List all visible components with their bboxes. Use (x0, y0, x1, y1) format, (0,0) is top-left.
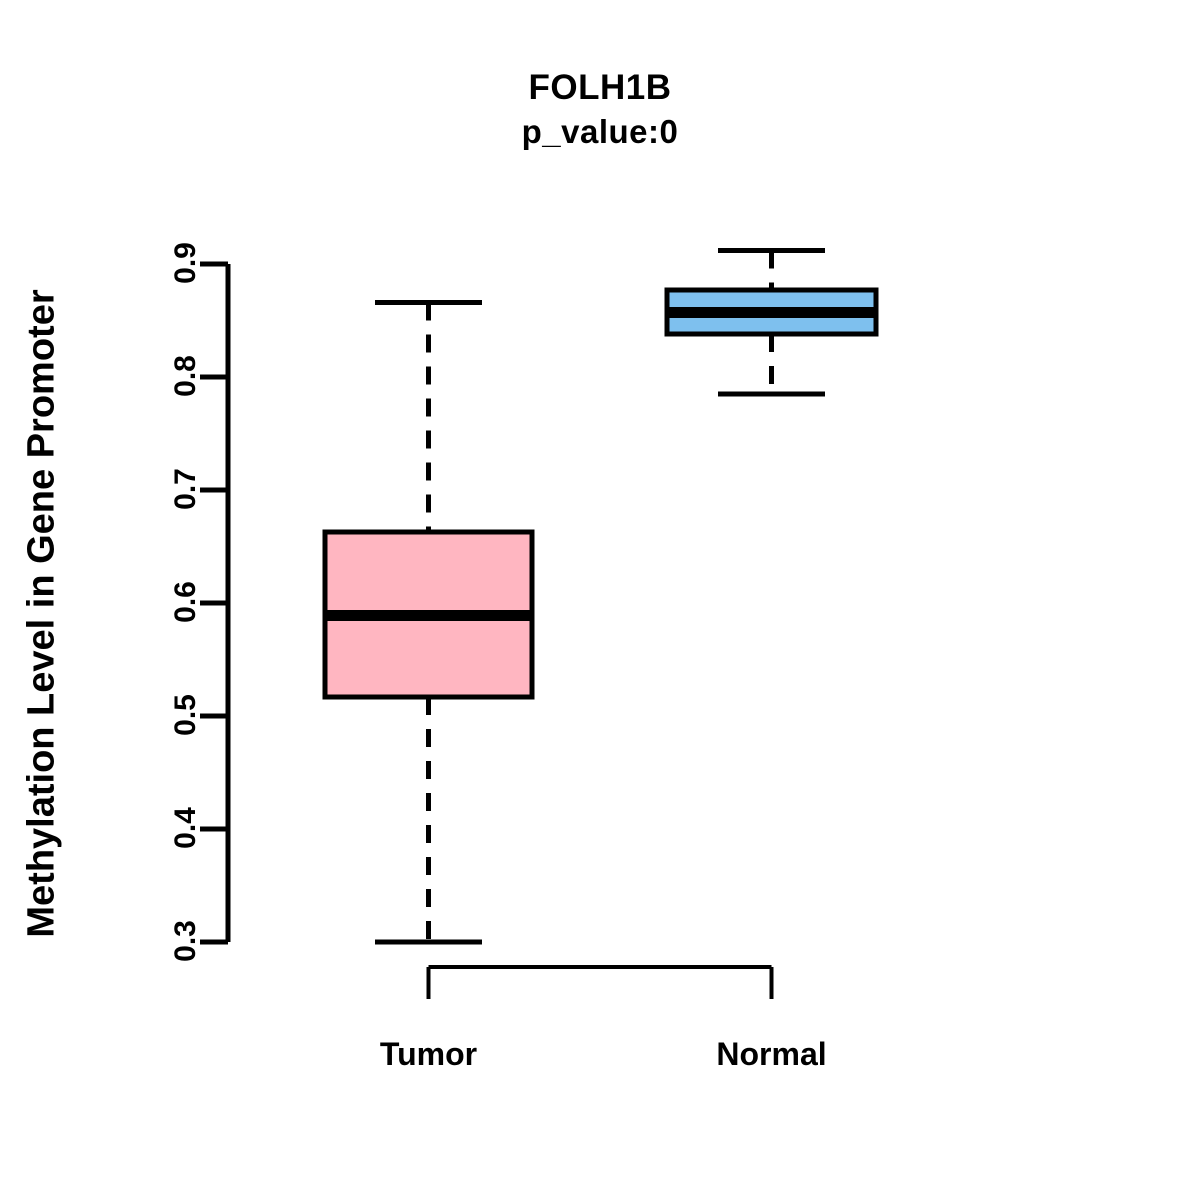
box-layer (322, 247, 879, 945)
x-tick-label-normal: Normal (716, 1036, 827, 1072)
figure-title: FOLH1B (528, 68, 672, 107)
figure-title-block: FOLH1B p_value:0 (0, 66, 1200, 154)
x-tick-label-tumor: Tumor (379, 1036, 478, 1072)
figure-subtitle: p_value:0 (521, 113, 679, 150)
boxplot-normal (664, 247, 879, 397)
axis-layer (200, 261, 774, 999)
boxplot-tumor (322, 299, 535, 945)
